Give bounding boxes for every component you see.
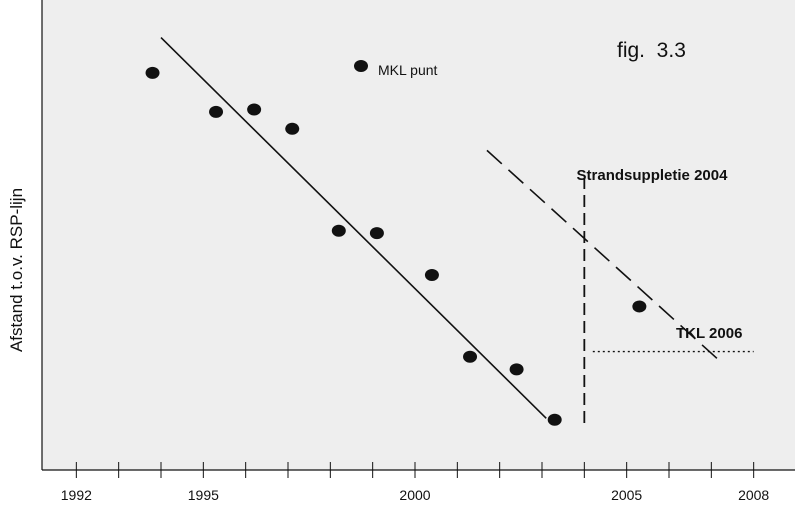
chart-labels: 1992 1995 2000 2005 2008 Strandsuppletie 2004… — [61, 60, 769, 503]
axes — [41, 0, 795, 478]
data-point — [463, 350, 478, 363]
legend-marker — [354, 60, 368, 72]
data-point — [285, 122, 300, 135]
data-point — [145, 66, 160, 79]
x-tick-label: 2000 — [399, 487, 430, 503]
suppletie-label: Strandsuppletie 2004 — [577, 167, 729, 184]
data-point — [331, 224, 346, 237]
plot-area — [42, 0, 795, 470]
x-tick-label: 1992 — [61, 487, 92, 503]
data-point — [547, 413, 562, 426]
x-tick-label: 2008 — [738, 487, 769, 503]
legend-label: MKL punt — [378, 62, 438, 78]
data-point — [509, 363, 524, 376]
data-point — [424, 268, 439, 281]
data-point — [209, 105, 224, 118]
y-axis-label: Afstand t.o.v. RSP-lijn — [7, 188, 26, 352]
data-point — [369, 227, 384, 240]
tkl-label: TKL 2006 — [676, 325, 742, 342]
data-point — [247, 103, 262, 116]
chart-marks — [145, 37, 754, 426]
x-tick-label: 1995 — [188, 487, 219, 503]
data-point — [632, 300, 647, 313]
x-tick-label: 2005 — [611, 487, 642, 503]
dashed-trend-line — [486, 149, 721, 362]
figure-title: fig. 3.3 — [617, 39, 686, 62]
solid-trend-line — [160, 37, 547, 419]
